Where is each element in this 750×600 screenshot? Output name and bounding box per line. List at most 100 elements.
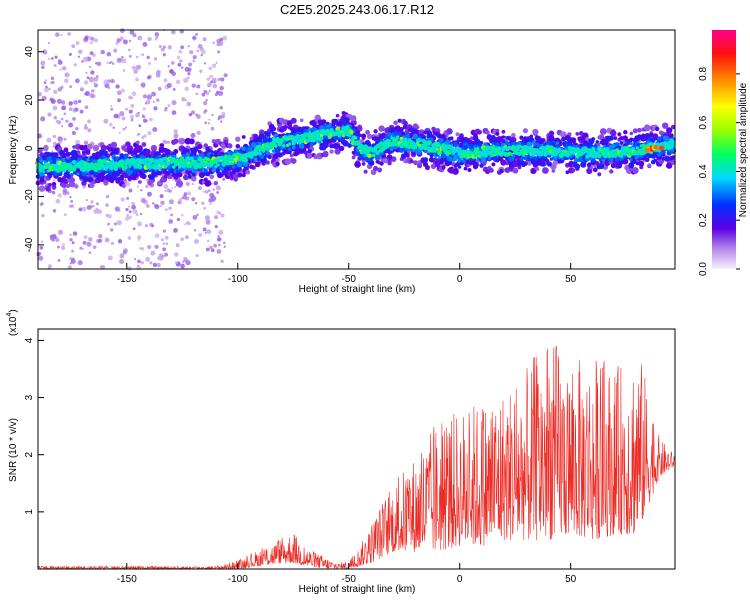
spectrogram-cell: [72, 145, 76, 149]
spectrogram-cell: [226, 162, 230, 166]
spectrogram-cell: [134, 258, 137, 261]
spectrogram-cell: [319, 125, 325, 131]
spectrogram-cell: [209, 174, 215, 180]
spectrogram-cell: [147, 164, 153, 170]
x-tick-label: -150: [117, 574, 137, 585]
spectrogram-cell: [425, 165, 430, 171]
x-tick-label: 0: [457, 574, 463, 585]
spectrogram-cell: [110, 241, 114, 246]
spectrogram-cell: [223, 241, 226, 245]
spectrogram-cell: [446, 128, 453, 135]
spectrogram-cell: [93, 209, 99, 215]
spectrogram-cell: [373, 129, 378, 134]
spectrogram-cell: [295, 135, 300, 140]
spectrogram-cell: [203, 143, 208, 148]
spectrogram-cell: [128, 48, 131, 52]
spectrogram-cell: [422, 157, 429, 163]
spectrogram-cell: [184, 86, 189, 92]
spectrogram-cell: [207, 189, 211, 193]
spectrogram-cell: [551, 169, 556, 173]
spectrogram-cell: [214, 138, 221, 145]
spectrogram-cell: [355, 129, 360, 135]
snr-scale-exponent: 4: [6, 313, 13, 317]
spectrogram-cell: [206, 239, 210, 243]
spectrogram-cell: [670, 124, 676, 130]
spectrogram-cell: [629, 131, 634, 136]
spectrogram-cell: [133, 173, 139, 178]
spectrogram-cell: [173, 133, 179, 139]
x-tick-label: -100: [228, 274, 248, 285]
spectrogram-cell: [40, 116, 46, 122]
spectrogram-cell: [188, 222, 191, 225]
spectrogram-cell: [69, 233, 72, 237]
spectrogram-cell: [118, 239, 123, 244]
spectrogram-cell: [552, 160, 559, 166]
spectrogram-cell: [90, 177, 94, 182]
spectrogram-cell: [519, 135, 524, 140]
spectrogram-cell: [202, 190, 205, 193]
spectrogram-cell: [472, 161, 479, 168]
spectrogram-cell: [206, 229, 212, 235]
spectrogram-cell: [216, 210, 221, 215]
spectrogram-cell: [160, 47, 165, 52]
spectrogram-cell: [93, 38, 99, 43]
spectrogram-cell: [619, 153, 624, 158]
spectrogram-cell: [63, 137, 67, 141]
spectrogram-cell: [211, 114, 214, 117]
spectrogram-cell: [178, 49, 183, 54]
spectrogram-cell: [363, 144, 368, 149]
spectrogram-cell: [185, 156, 191, 162]
snr-y-label: SNR (10 * v/v): [8, 418, 19, 482]
spectrogram-cell: [135, 77, 139, 82]
spectrogram-cell: [512, 167, 519, 174]
spectrogram-cell: [361, 162, 366, 166]
spectrogram-cell: [178, 198, 182, 202]
spectrogram-cell: [84, 36, 89, 40]
spectrogram-cell: [52, 178, 55, 182]
spectrogram-cell: [124, 178, 127, 182]
spectrogram-cell: [69, 237, 73, 242]
spectrogram-cell: [51, 185, 57, 190]
spectrogram-cell: [156, 263, 161, 268]
spectrogram-cell: [173, 252, 179, 257]
spectrogram-cell: [436, 133, 443, 139]
spectrogram-cell: [162, 247, 166, 252]
spectrogram-cell: [168, 219, 174, 224]
spectrogram-cell: [54, 55, 58, 59]
spectrogram-cell: [39, 177, 45, 183]
spectrogram-cell: [529, 134, 534, 139]
spectrogram-cell: [217, 235, 220, 238]
spectrogram-cell: [61, 245, 66, 250]
spectrogram-cell: [342, 140, 349, 147]
spectrogram-cell: [116, 220, 122, 226]
spectrogram-cell: [379, 141, 385, 147]
spectrogram-cell: [257, 151, 262, 156]
spectrogram-cell: [265, 151, 271, 156]
spectrogram-cell: [72, 117, 76, 121]
spectrogram-cell: [185, 260, 191, 266]
spectrogram-cell: [173, 185, 177, 189]
spectrogram-cell: [610, 130, 617, 137]
spectrogram-cell: [42, 170, 46, 174]
spectrogram-cell: [485, 130, 490, 135]
spectrogram-cell: [204, 231, 207, 234]
spectrogram-cell: [605, 146, 610, 152]
spectrogram-cell: [359, 143, 364, 149]
spectrogram-cell: [211, 63, 217, 68]
spectrogram-cell: [571, 168, 576, 173]
spectrogram-cell: [172, 87, 176, 91]
spectrogram-cell: [216, 90, 220, 94]
spectrogram-cell: [120, 197, 125, 202]
spectrogram-cell: [86, 76, 90, 80]
spectrogram-cell: [117, 98, 121, 103]
spectrogram-cell: [655, 126, 660, 132]
spectrogram-cell: [50, 98, 56, 104]
spectrogram-cell: [578, 136, 584, 142]
spectrogram-cell: [153, 171, 159, 176]
spectrogram-cell: [336, 121, 343, 127]
spectrogram-cell: [184, 235, 189, 240]
spectrogram-cell: [532, 128, 539, 136]
spectrogram-cell: [625, 141, 630, 146]
spectrogram-cell: [517, 144, 522, 149]
spectrogram-cell: [83, 140, 89, 145]
